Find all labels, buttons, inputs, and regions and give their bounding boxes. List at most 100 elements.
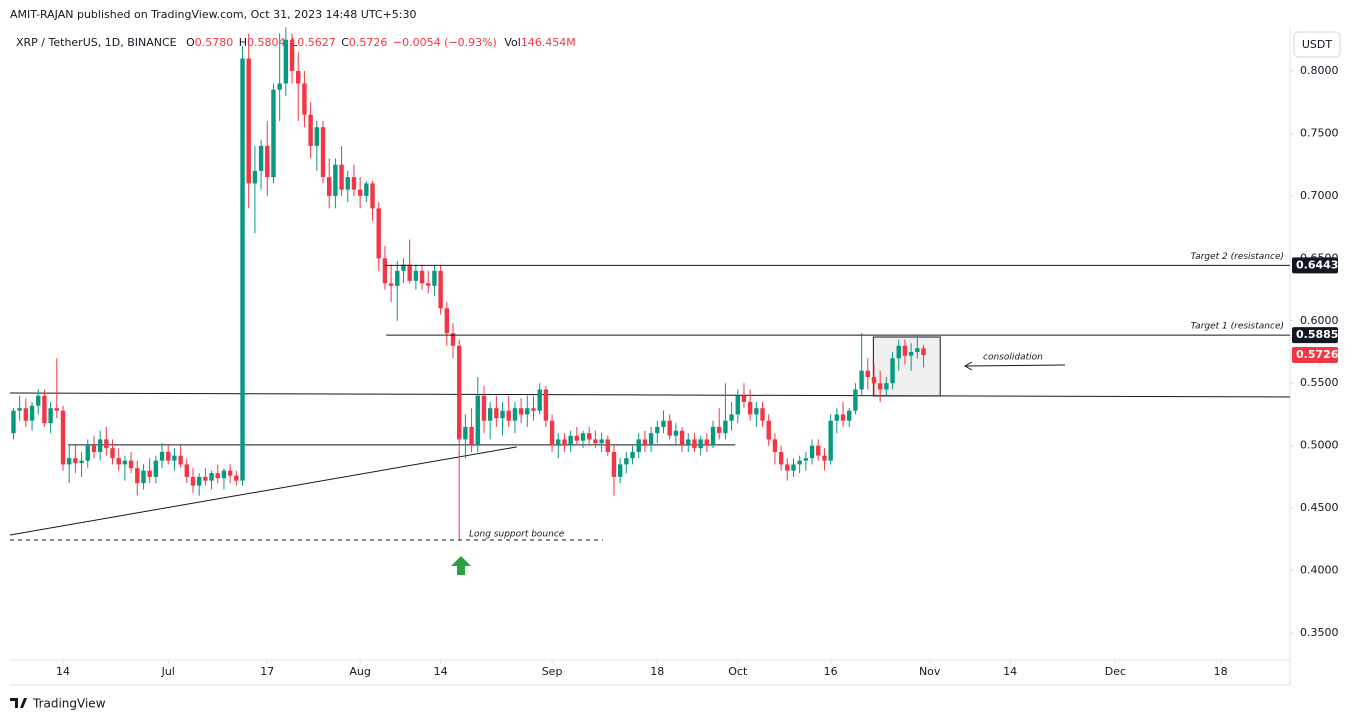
candle-body [376,208,381,259]
x-tick-label: 18 [650,665,664,678]
candle-body [203,476,208,481]
candle-body [562,439,567,446]
candle-body [382,258,388,284]
candle-body [803,458,809,461]
candle-body [556,439,561,446]
candle-body [853,389,858,411]
candle-body [141,470,146,484]
candle-body [500,410,505,419]
candle-body [605,439,610,452]
level-label: Target 2 (resistance) [1191,252,1284,262]
candle-body [723,420,728,434]
last-price-tag [1292,346,1338,363]
y-tick-label: 0.8000 [1300,64,1339,77]
candle-body [667,420,672,436]
price-tag-label: 0.6443 [1296,258,1338,271]
brand-name: TradingView [32,697,106,711]
candle-body [525,408,530,415]
candle-body [110,448,115,459]
candle-body [921,348,926,355]
brand: TradingView [10,697,106,711]
x-tick-label: 16 [824,665,838,678]
button-frame[interactable] [1293,31,1341,58]
candle-body [593,439,598,444]
x-tick-label: Aug [349,665,370,678]
y-tick-label: 0.5000 [1300,439,1339,452]
candle-body [104,439,109,449]
x-tick-label: 14 [434,665,448,678]
candle-body [172,455,177,461]
publisher: AMIT-RAJAN published on TradingView.com,… [10,8,417,21]
candle-body [215,473,220,479]
candle-body [698,439,703,449]
field-key: O [186,36,195,49]
support-label: Long support bounce [469,530,565,540]
candle-body [543,389,549,421]
candle-body [395,270,400,286]
consolidation-label: consolidation [983,353,1043,363]
candle-body [847,410,852,421]
candle-body [877,383,883,390]
x-tick-label: Sep [542,665,563,678]
candle-body [209,473,214,481]
candle-body [457,345,462,440]
candle-body [159,451,165,461]
candle-body [60,410,66,465]
candle-body [506,410,511,421]
candle-body [184,464,190,477]
candle-body [475,395,480,446]
candle-body [735,395,740,415]
currency-button[interactable]: USDT [1293,31,1341,58]
candle-body [661,420,666,427]
candle-body [692,439,697,449]
candle-body [388,283,394,286]
candle-body [339,164,344,190]
candle-body [611,451,617,477]
candle-body [754,408,759,415]
candle-body [772,439,778,452]
field-value: 0.5780 [195,36,234,49]
candle-body [766,420,771,440]
candle-body [234,475,239,481]
candle-body [97,439,103,452]
candle-body [617,464,623,477]
brand-logo [10,698,27,708]
candle-body [444,308,450,334]
candle-body [710,426,716,446]
candle-body [302,83,307,115]
candle-body [221,470,227,479]
candle-body [630,451,635,459]
candle-body [66,458,72,465]
candle-body [729,414,734,421]
volume: 146.454M [521,36,576,49]
candle-body [760,408,765,421]
candle-body [85,445,90,461]
candle-body [23,408,29,421]
candle-body [865,370,870,377]
candle-body [91,445,97,452]
candle-body [574,435,580,441]
candle-body [73,458,78,464]
y-tick-label: 0.7000 [1300,189,1339,202]
candle-body [283,39,289,84]
trend-line [9,392,1291,398]
y-tick-label: 0.3500 [1300,626,1339,639]
candle-body [190,476,196,486]
candle-body [54,408,60,411]
candle-body [122,460,128,465]
x-tick-label: 17 [260,665,274,678]
candle-body [642,439,648,446]
candle-body [568,435,573,446]
candle-body [487,408,493,421]
candle-body [29,405,35,421]
candle-body [227,470,233,476]
candle-body [704,439,710,446]
candle-body [370,183,375,209]
candle-body [518,408,524,415]
candle-body [128,460,134,469]
y-tick-label: 0.4500 [1300,501,1339,514]
price-tag [1292,327,1338,344]
button-label[interactable]: USDT [1302,38,1333,51]
x-tick-label: Oct [728,665,748,678]
